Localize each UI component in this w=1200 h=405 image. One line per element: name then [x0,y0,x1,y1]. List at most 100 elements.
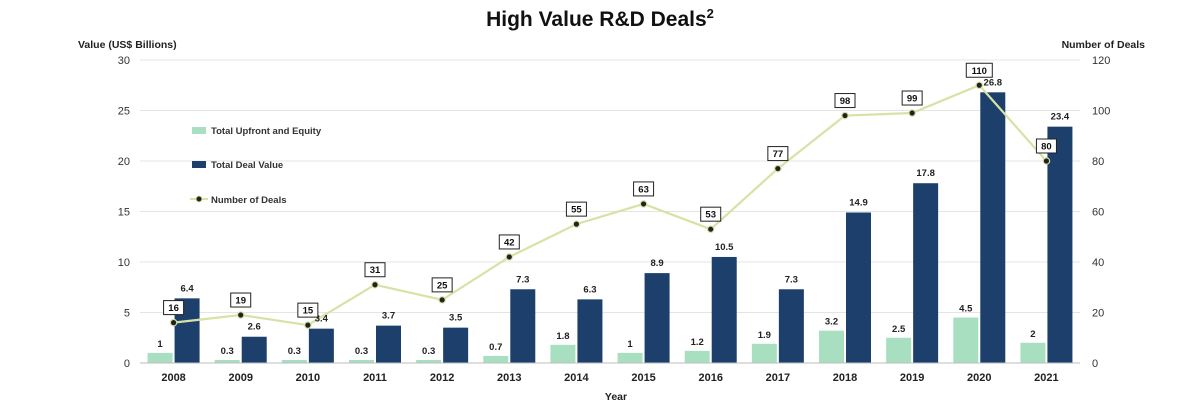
deals-point [975,81,984,90]
deals-label-box [767,146,789,162]
bar-upfront-label: 3.2 [825,317,838,328]
x-tick-label: 2018 [833,372,857,384]
bar-upfront-label: 0.3 [422,346,435,357]
legend-swatch-upfront [192,127,206,134]
bar-upfront [416,359,442,363]
y-tick-label: 30 [118,55,130,67]
bar-deal-value-label: 26.8 [984,77,1003,88]
deals-point [706,225,715,233]
y2-tick-label: 60 [1092,207,1104,219]
deals-label-box [1035,138,1057,154]
bar-deal-value [846,212,871,363]
deals-point [841,111,849,120]
x-tick-label: 2019 [900,372,924,384]
bar-upfront-label: 0.3 [288,346,301,357]
y2-tick-label: 80 [1092,156,1104,168]
legend-label-deals: Number of Deals [211,195,287,206]
y-tick-label: 10 [118,257,130,269]
bar-deal-value-label: 7.3 [516,274,529,285]
deals-label-box [498,234,520,250]
bar-upfront [1020,342,1046,363]
deals-label: 53 [705,210,716,221]
bar-deal-value-label: 17.8 [916,168,935,179]
bar-upfront-label: 1.2 [691,337,704,348]
deals-label: 31 [370,265,381,276]
deals-label: 16 [168,303,179,314]
deals-label-box [230,292,252,308]
deals-point [371,280,379,289]
y2-tick-label: 100 [1092,106,1110,118]
deals-label: 55 [571,205,582,216]
bar-upfront [483,355,509,363]
deals-label: 15 [303,306,314,317]
bar-upfront [281,359,307,363]
bar-deal-value-label: 2.6 [248,322,261,333]
deals-label-box [364,262,386,278]
bar-deal-value-label: 23.4 [1051,112,1070,123]
deals-label-box [163,300,185,316]
deals-label: 110 [972,66,987,77]
y-tick-label: 20 [118,156,130,168]
deals-label: 19 [235,296,246,307]
legend-label-deal-value: Total Deal Value [211,160,283,171]
bar-deal-value-label: 14.9 [849,198,868,209]
chart-title-superscript: 2 [707,6,714,21]
bar-deal-value [1047,126,1073,363]
deals-point [639,200,648,208]
deals-label: 99 [907,94,918,105]
bar-deal-value-label: 10.5 [715,242,734,253]
x-axis-title: Year [605,391,627,403]
deals-point [438,296,446,304]
chart-title-text: High Value R&D Deals [486,8,707,31]
bar-deal-value [241,336,267,363]
bar-upfront-label: 2.5 [892,324,906,335]
x-tick-label: 2010 [296,372,320,384]
x-tick-label: 2014 [564,372,589,384]
deals-label: 42 [504,237,515,248]
bar-upfront-label: 2 [1030,329,1035,340]
bar-upfront-label: 1.8 [556,331,569,342]
bar-deal-value-label: 3.5 [449,313,463,324]
legend-label-upfront: Total Upfront and Equity [211,126,322,137]
deals-label-box [633,181,655,197]
deals-point [572,220,581,228]
bar-upfront [214,359,240,363]
bar-upfront-label: 0.7 [489,342,502,353]
bar-deal-value [577,299,603,363]
bar-upfront [550,344,576,363]
bar-deal-value [913,183,939,363]
bar-deal-value [980,92,1006,363]
bar-deal-value [711,256,737,363]
bar-upfront [349,359,374,363]
deals-point [774,164,782,173]
axes: 0 5 10 15 20 25 30 0 20 40 60 80 100 120 2008 2009 2010 2… [118,55,1111,384]
deals-label-box [297,302,319,318]
bar-deal-value [644,273,670,363]
bar-deal-value-label: 3.7 [382,311,395,322]
bar-deal-value-label: 6.3 [583,284,596,295]
bar-upfront-label: 0.3 [221,346,234,357]
y-tick-label: 15 [118,207,130,219]
deals-label: 98 [840,96,851,107]
y2-tick-label: 0 [1092,358,1098,370]
bar-deal-value [443,327,469,363]
y-tick-label: 25 [118,106,130,118]
legend-swatch-deals-marker [195,195,203,203]
data-labels: 1 6.4 0.3 2.6 0.3 3.4 0.3 3.7 0.3 3.5 0.7 7.3 1.8 6.3… [157,62,1070,357]
x-tick-label: 2009 [228,372,252,384]
x-tick-label: 2012 [430,372,454,384]
deals-label-box [700,206,722,222]
bar-upfront [751,343,777,363]
y-axis-title: Value (US$ Billions) [78,39,177,51]
x-tick-label: 2021 [1034,372,1058,384]
bar-upfront [953,317,979,363]
deals-label-box [834,93,856,109]
y2-tick-label: 20 [1092,308,1104,320]
bars [147,92,1073,363]
deals-label-box [431,277,453,293]
bar-deal-value-label: 8.9 [650,258,663,269]
bar-deal-value-label: 7.3 [785,274,798,285]
deals-point [1042,157,1051,165]
deals-point [304,321,312,329]
